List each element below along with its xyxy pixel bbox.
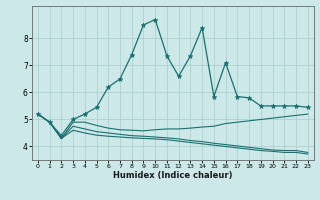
X-axis label: Humidex (Indice chaleur): Humidex (Indice chaleur) (113, 171, 233, 180)
